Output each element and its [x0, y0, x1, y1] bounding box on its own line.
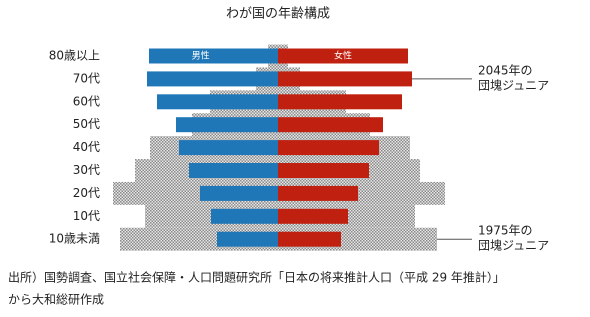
y-tick-label: 50代: [73, 117, 100, 131]
y-tick-label: 10代: [73, 209, 100, 223]
bar: [179, 140, 278, 156]
y-tick-label: 40代: [73, 140, 100, 154]
source-note: から大和総研作成: [8, 293, 104, 307]
bar: [176, 117, 278, 133]
y-tick-label: 80歳以上: [49, 49, 100, 63]
bar: [278, 185, 358, 201]
chart-title: わが国の年齢構成: [226, 7, 330, 22]
annotation: 団塊ジュニア: [478, 77, 549, 92]
legend-label: 女性: [334, 50, 352, 62]
bar: [278, 117, 383, 133]
y-tick-label: 70代: [73, 71, 100, 85]
bar: [200, 185, 278, 201]
bar: [278, 48, 408, 64]
bar: [278, 94, 402, 110]
bar: [189, 163, 278, 178]
annotation: 2045年の: [478, 63, 533, 77]
bar: [211, 208, 278, 224]
y-tick-label: 20代: [73, 186, 100, 200]
source-note: 出所）国勢調査、国立社会保障・人口問題研究所「日本の将来推計人口（平成 29 年…: [8, 270, 505, 285]
legend-label: 男性: [192, 50, 210, 62]
bar: [278, 163, 369, 178]
bar: [217, 231, 278, 247]
bar: [278, 208, 348, 224]
y-tick-label: 10歳未満: [49, 232, 100, 246]
bar: [149, 48, 278, 64]
y-tick-label: 30代: [73, 163, 100, 177]
annotation: 1975年の: [478, 224, 533, 238]
bar: [278, 71, 412, 87]
bar: [157, 94, 278, 110]
annotation: 団塊ジュニア: [478, 238, 549, 253]
bar: [278, 140, 379, 156]
y-tick-label: 60代: [73, 94, 100, 108]
bar: [147, 71, 278, 87]
bar: [278, 231, 341, 247]
